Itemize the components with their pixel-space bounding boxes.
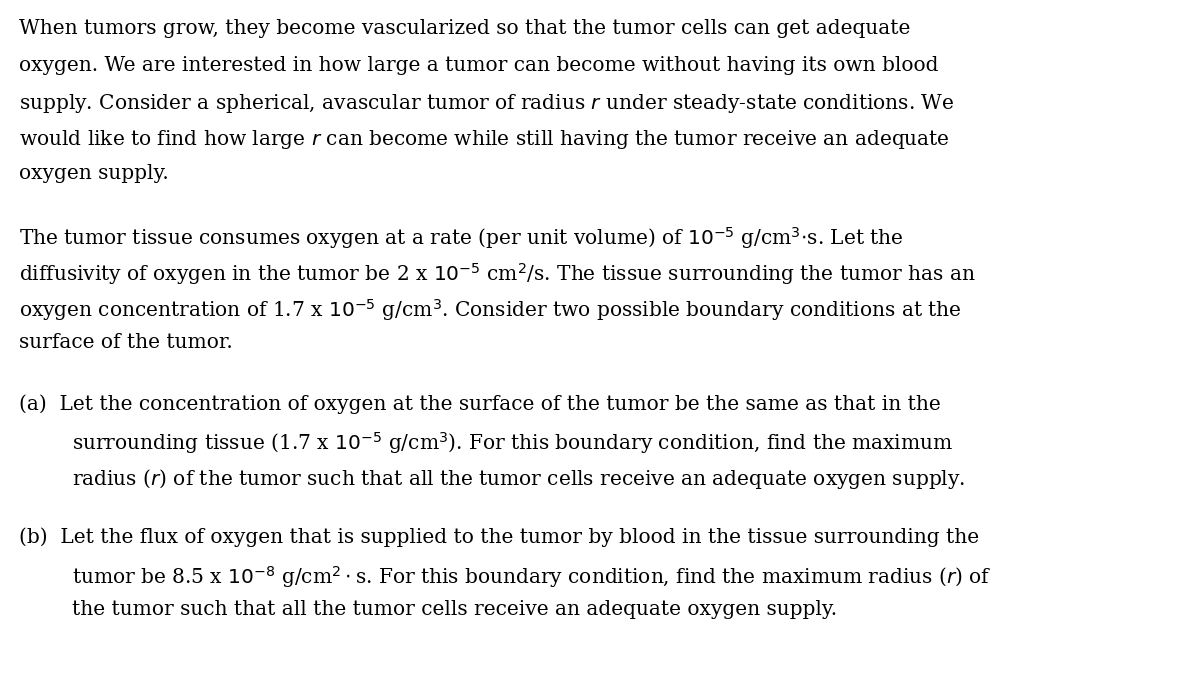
Text: (a)  Let the concentration of oxygen at the surface of the tumor be the same as : (a) Let the concentration of oxygen at t… — [19, 394, 941, 414]
Text: supply. Consider a spherical, avascular tumor of radius $\it{r}$ under steady-st: supply. Consider a spherical, avascular … — [19, 91, 955, 115]
Text: oxygen concentration of 1.7 x $10^{-5}$ g/cm$^{3}$. Consider two possible bounda: oxygen concentration of 1.7 x $10^{-5}$ … — [19, 297, 962, 323]
Text: diffusivity of oxygen in the tumor be 2 x $10^{-5}$ cm$^{2}$/s. The tissue surro: diffusivity of oxygen in the tumor be 2 … — [19, 261, 976, 287]
Text: surrounding tissue (1.7 x $10^{-5}$ g/cm$^{3}$). For this boundary condition, fi: surrounding tissue (1.7 x $10^{-5}$ g/cm… — [72, 430, 953, 456]
Text: oxygen. We are interested in how large a tumor can become without having its own: oxygen. We are interested in how large a… — [19, 55, 938, 74]
Text: would like to find how large $\it{r}$ can become while still having the tumor re: would like to find how large $\it{r}$ ca… — [19, 128, 950, 151]
Text: radius ($\it{r}$) of the tumor such that all the tumor cells receive an adequate: radius ($\it{r}$) of the tumor such that… — [72, 466, 966, 490]
Text: tumor be 8.5 x $10^{-8}$ g/cm$^{2}\cdot$s. For this boundary condition, find the: tumor be 8.5 x $10^{-8}$ g/cm$^{2}\cdot$… — [72, 564, 991, 590]
Text: (b)  Let the flux of oxygen that is supplied to the tumor by blood in the tissue: (b) Let the flux of oxygen that is suppl… — [19, 528, 979, 548]
Text: the tumor such that all the tumor cells receive an adequate oxygen supply.: the tumor such that all the tumor cells … — [72, 600, 838, 619]
Text: The tumor tissue consumes oxygen at a rate (per unit volume) of $10^{-5}$ g/cm$^: The tumor tissue consumes oxygen at a ra… — [19, 225, 904, 251]
Text: oxygen supply.: oxygen supply. — [19, 164, 169, 183]
Text: surface of the tumor.: surface of the tumor. — [19, 333, 233, 353]
Text: When tumors grow, they become vascularized so that the tumor cells can get adequ: When tumors grow, they become vasculariz… — [19, 20, 911, 38]
